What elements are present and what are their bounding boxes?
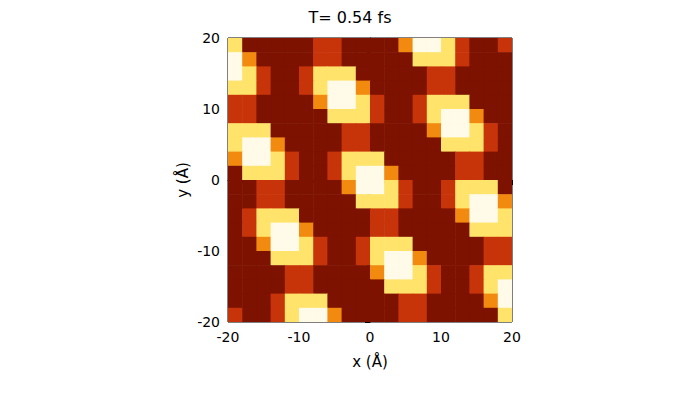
svg-text:T= 0.54 fs: T= 0.54 fs [308,8,392,27]
svg-text:y (Å): y (Å) [173,162,192,198]
svg-text:-10: -10 [197,243,220,259]
svg-text:10: 10 [432,329,450,345]
svg-text:-10: -10 [288,329,311,345]
svg-text:0: 0 [366,329,375,345]
svg-text:20: 20 [202,30,220,46]
svg-text:-20: -20 [197,314,220,330]
svg-text:10: 10 [202,101,220,117]
svg-text:x (Å): x (Å) [352,352,388,371]
svg-text:-20: -20 [217,329,240,345]
svg-text:0: 0 [211,172,220,188]
svg-text:20: 20 [503,329,521,345]
